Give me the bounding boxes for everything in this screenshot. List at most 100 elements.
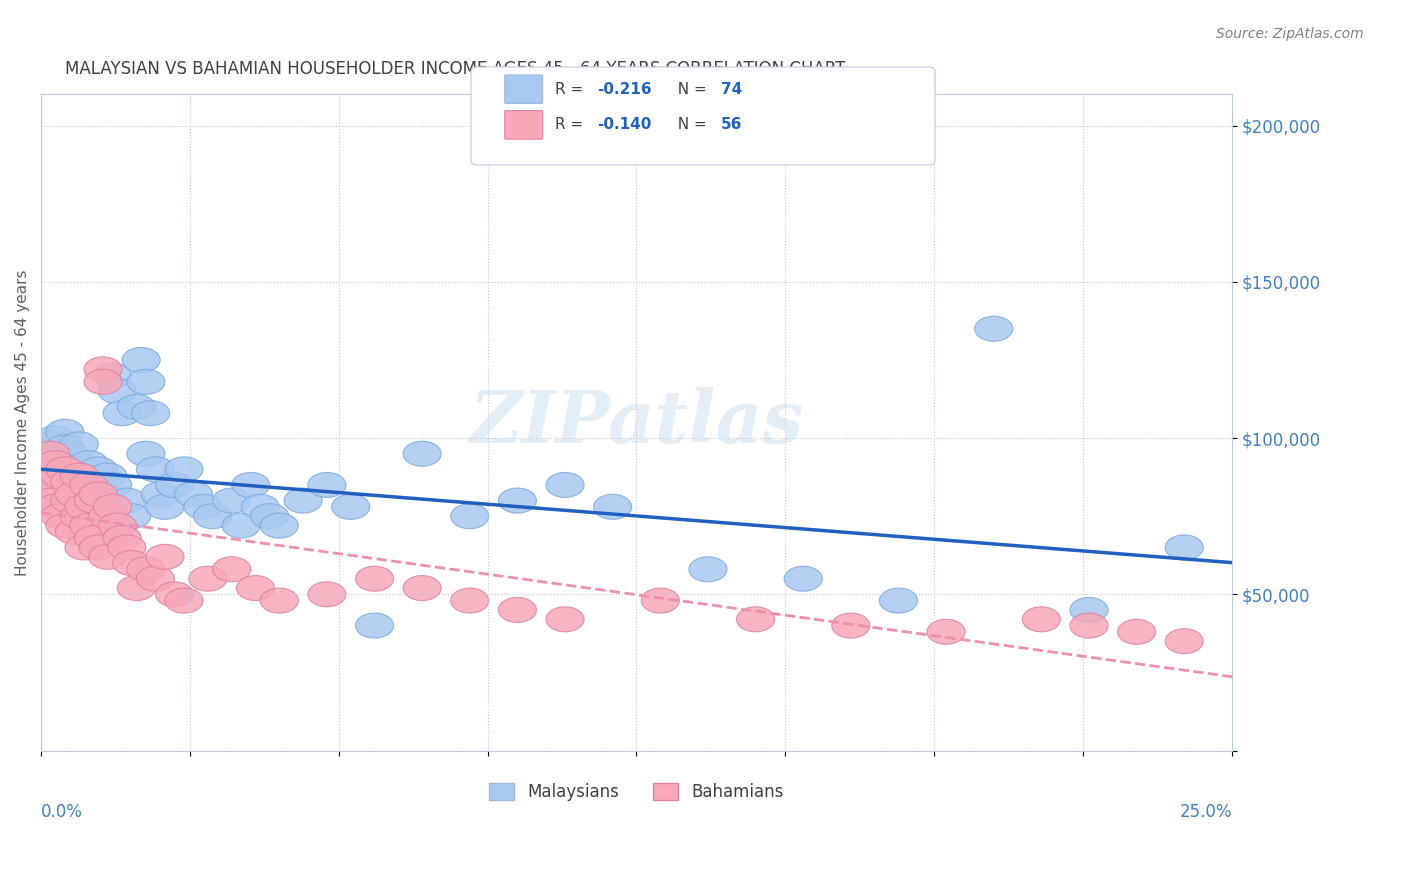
Ellipse shape (103, 401, 141, 425)
Ellipse shape (89, 463, 127, 488)
Ellipse shape (136, 457, 174, 482)
Ellipse shape (41, 457, 79, 482)
Text: 0.0%: 0.0% (41, 803, 83, 821)
Ellipse shape (27, 473, 65, 498)
Ellipse shape (84, 525, 122, 550)
Ellipse shape (127, 369, 165, 394)
Ellipse shape (546, 473, 583, 498)
Ellipse shape (55, 488, 94, 513)
Ellipse shape (41, 438, 79, 463)
Ellipse shape (51, 469, 89, 494)
Text: ZIPatlas: ZIPatlas (470, 387, 804, 458)
Ellipse shape (31, 488, 70, 513)
Ellipse shape (55, 482, 94, 507)
Ellipse shape (51, 457, 89, 482)
Ellipse shape (156, 582, 194, 607)
Text: R =: R = (555, 82, 589, 96)
Ellipse shape (60, 504, 98, 529)
Legend: Malaysians, Bahamians: Malaysians, Bahamians (482, 776, 790, 808)
Ellipse shape (117, 394, 156, 419)
Ellipse shape (27, 442, 65, 467)
Ellipse shape (136, 566, 174, 591)
Text: R =: R = (555, 118, 589, 132)
Ellipse shape (60, 432, 98, 457)
Ellipse shape (55, 448, 94, 473)
Ellipse shape (146, 494, 184, 519)
Text: 56: 56 (721, 118, 742, 132)
Ellipse shape (37, 444, 75, 469)
Ellipse shape (165, 588, 202, 613)
Ellipse shape (832, 613, 870, 638)
Ellipse shape (242, 494, 280, 519)
Ellipse shape (46, 457, 84, 482)
Ellipse shape (51, 442, 89, 467)
Text: 25.0%: 25.0% (1180, 803, 1232, 821)
Ellipse shape (79, 482, 117, 507)
Ellipse shape (236, 575, 274, 600)
Ellipse shape (498, 598, 537, 623)
Ellipse shape (65, 494, 103, 519)
Ellipse shape (98, 513, 136, 538)
Ellipse shape (79, 457, 117, 482)
Ellipse shape (184, 494, 222, 519)
Ellipse shape (1166, 535, 1204, 560)
Ellipse shape (31, 442, 70, 467)
Ellipse shape (60, 463, 98, 488)
Ellipse shape (41, 463, 79, 488)
Ellipse shape (641, 588, 679, 613)
Ellipse shape (194, 504, 232, 529)
Ellipse shape (250, 504, 288, 529)
Ellipse shape (156, 473, 194, 498)
Ellipse shape (132, 401, 170, 425)
Ellipse shape (79, 535, 117, 560)
Ellipse shape (260, 513, 298, 538)
Ellipse shape (70, 488, 108, 513)
Text: N =: N = (668, 82, 711, 96)
Ellipse shape (65, 504, 103, 529)
Ellipse shape (1022, 607, 1060, 632)
Ellipse shape (31, 450, 70, 475)
Ellipse shape (89, 504, 127, 529)
Ellipse shape (451, 504, 489, 529)
Ellipse shape (1166, 629, 1204, 654)
Text: Source: ZipAtlas.com: Source: ZipAtlas.com (1216, 27, 1364, 41)
Text: N =: N = (668, 118, 711, 132)
Ellipse shape (46, 435, 84, 460)
Ellipse shape (103, 525, 141, 550)
Ellipse shape (1070, 613, 1108, 638)
Ellipse shape (108, 535, 146, 560)
Ellipse shape (165, 457, 202, 482)
Ellipse shape (60, 473, 98, 498)
Ellipse shape (141, 482, 179, 507)
Ellipse shape (260, 588, 298, 613)
Ellipse shape (65, 535, 103, 560)
Ellipse shape (212, 488, 250, 513)
Ellipse shape (127, 557, 165, 582)
Ellipse shape (174, 482, 212, 507)
Ellipse shape (356, 613, 394, 638)
Ellipse shape (84, 482, 122, 507)
Ellipse shape (1070, 598, 1108, 623)
Ellipse shape (46, 463, 84, 488)
Ellipse shape (308, 473, 346, 498)
Ellipse shape (94, 494, 132, 519)
Ellipse shape (122, 348, 160, 373)
Ellipse shape (232, 473, 270, 498)
Ellipse shape (146, 544, 184, 569)
Ellipse shape (41, 504, 79, 529)
Ellipse shape (356, 566, 394, 591)
Ellipse shape (60, 494, 98, 519)
Ellipse shape (84, 357, 122, 382)
Ellipse shape (65, 463, 103, 488)
Ellipse shape (284, 488, 322, 513)
Ellipse shape (89, 504, 127, 529)
Ellipse shape (212, 557, 250, 582)
Ellipse shape (94, 473, 132, 498)
Ellipse shape (112, 504, 150, 529)
Ellipse shape (127, 442, 165, 467)
Ellipse shape (974, 317, 1012, 342)
Ellipse shape (1118, 619, 1156, 644)
Ellipse shape (451, 588, 489, 613)
Ellipse shape (70, 473, 108, 498)
Ellipse shape (51, 482, 89, 507)
